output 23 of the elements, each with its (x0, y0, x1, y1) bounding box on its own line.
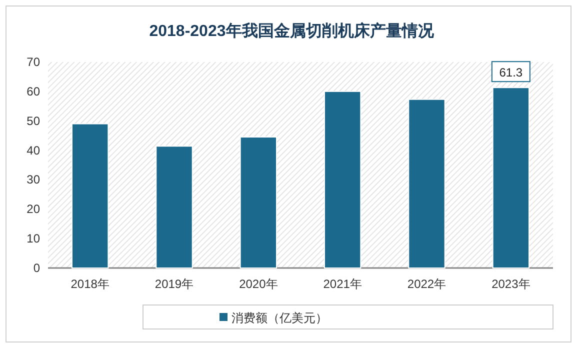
y-tick-label: 70 (26, 55, 40, 69)
legend-label: 消费额（亿美元） (232, 311, 328, 325)
y-tick-label: 0 (33, 261, 40, 275)
bar (240, 136, 278, 268)
y-tick-label: 40 (26, 143, 40, 158)
y-tick-label: 10 (26, 232, 40, 246)
x-tick-label: 2021年 (323, 277, 362, 291)
bar (71, 123, 109, 268)
bar (492, 87, 530, 268)
data-label: 61.3 (499, 66, 523, 80)
bar (324, 90, 362, 268)
x-tick-label: 2020年 (239, 277, 278, 291)
x-tick-label: 2019年 (154, 277, 194, 291)
y-tick-label: 30 (26, 172, 40, 187)
bar (408, 98, 446, 268)
y-tick-label: 50 (26, 114, 40, 128)
y-tick-label: 60 (26, 84, 40, 98)
x-tick-label: 2023年 (492, 277, 530, 291)
x-tick-label: 2018年 (70, 277, 110, 291)
y-tick-label: 20 (26, 202, 40, 216)
chart-title: 2018-2023年我国金属切削机床产量情况 (149, 22, 435, 40)
x-tick-label: 2022年 (407, 277, 446, 291)
bar (156, 146, 193, 268)
